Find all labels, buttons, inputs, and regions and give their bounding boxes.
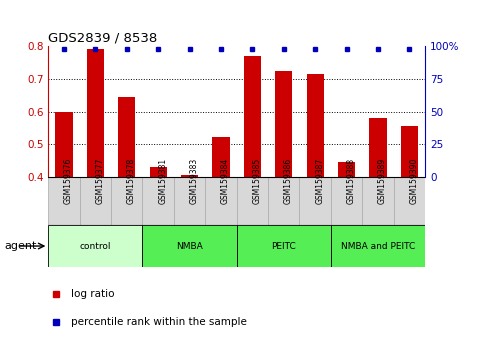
Text: GSM159385: GSM159385 bbox=[253, 158, 261, 204]
Text: GDS2839 / 8538: GDS2839 / 8538 bbox=[48, 32, 157, 45]
Bar bbox=[244, 56, 261, 177]
Text: GSM159383: GSM159383 bbox=[189, 158, 199, 204]
Text: NMBA: NMBA bbox=[176, 241, 203, 251]
Text: control: control bbox=[80, 241, 111, 251]
Text: GSM159376: GSM159376 bbox=[64, 158, 73, 204]
Bar bbox=[331, 177, 362, 225]
Text: GSM159389: GSM159389 bbox=[378, 158, 387, 204]
Bar bbox=[299, 177, 331, 225]
Text: log ratio: log ratio bbox=[71, 289, 114, 299]
Bar bbox=[87, 49, 104, 177]
Bar bbox=[213, 137, 229, 177]
Text: GSM159378: GSM159378 bbox=[127, 158, 136, 204]
Bar bbox=[80, 177, 111, 225]
Bar bbox=[331, 225, 425, 267]
Bar bbox=[48, 225, 142, 267]
Text: PEITC: PEITC bbox=[271, 241, 296, 251]
Text: GSM159386: GSM159386 bbox=[284, 158, 293, 204]
Bar bbox=[338, 162, 355, 177]
Bar bbox=[48, 177, 80, 225]
Text: agent: agent bbox=[5, 241, 37, 251]
Bar bbox=[394, 177, 425, 225]
Text: GSM159390: GSM159390 bbox=[410, 158, 418, 204]
Bar bbox=[111, 177, 142, 225]
Bar bbox=[275, 70, 292, 177]
Text: NMBA and PEITC: NMBA and PEITC bbox=[341, 241, 415, 251]
Bar bbox=[268, 177, 299, 225]
Bar bbox=[150, 167, 167, 177]
Bar bbox=[142, 177, 174, 225]
Bar bbox=[307, 74, 324, 177]
Bar bbox=[237, 225, 331, 267]
Bar bbox=[56, 112, 72, 177]
Text: GSM159387: GSM159387 bbox=[315, 158, 324, 204]
Bar bbox=[362, 177, 394, 225]
Bar bbox=[237, 177, 268, 225]
Text: GSM159388: GSM159388 bbox=[347, 158, 355, 204]
Bar bbox=[401, 126, 418, 177]
Text: GSM159381: GSM159381 bbox=[158, 158, 167, 204]
Bar bbox=[205, 177, 237, 225]
Bar bbox=[118, 97, 135, 177]
Text: GSM159384: GSM159384 bbox=[221, 158, 230, 204]
Text: percentile rank within the sample: percentile rank within the sample bbox=[71, 317, 247, 327]
Text: GSM159377: GSM159377 bbox=[96, 158, 104, 204]
Bar bbox=[181, 175, 198, 177]
Bar bbox=[369, 118, 386, 177]
Bar bbox=[142, 225, 237, 267]
Bar bbox=[174, 177, 205, 225]
